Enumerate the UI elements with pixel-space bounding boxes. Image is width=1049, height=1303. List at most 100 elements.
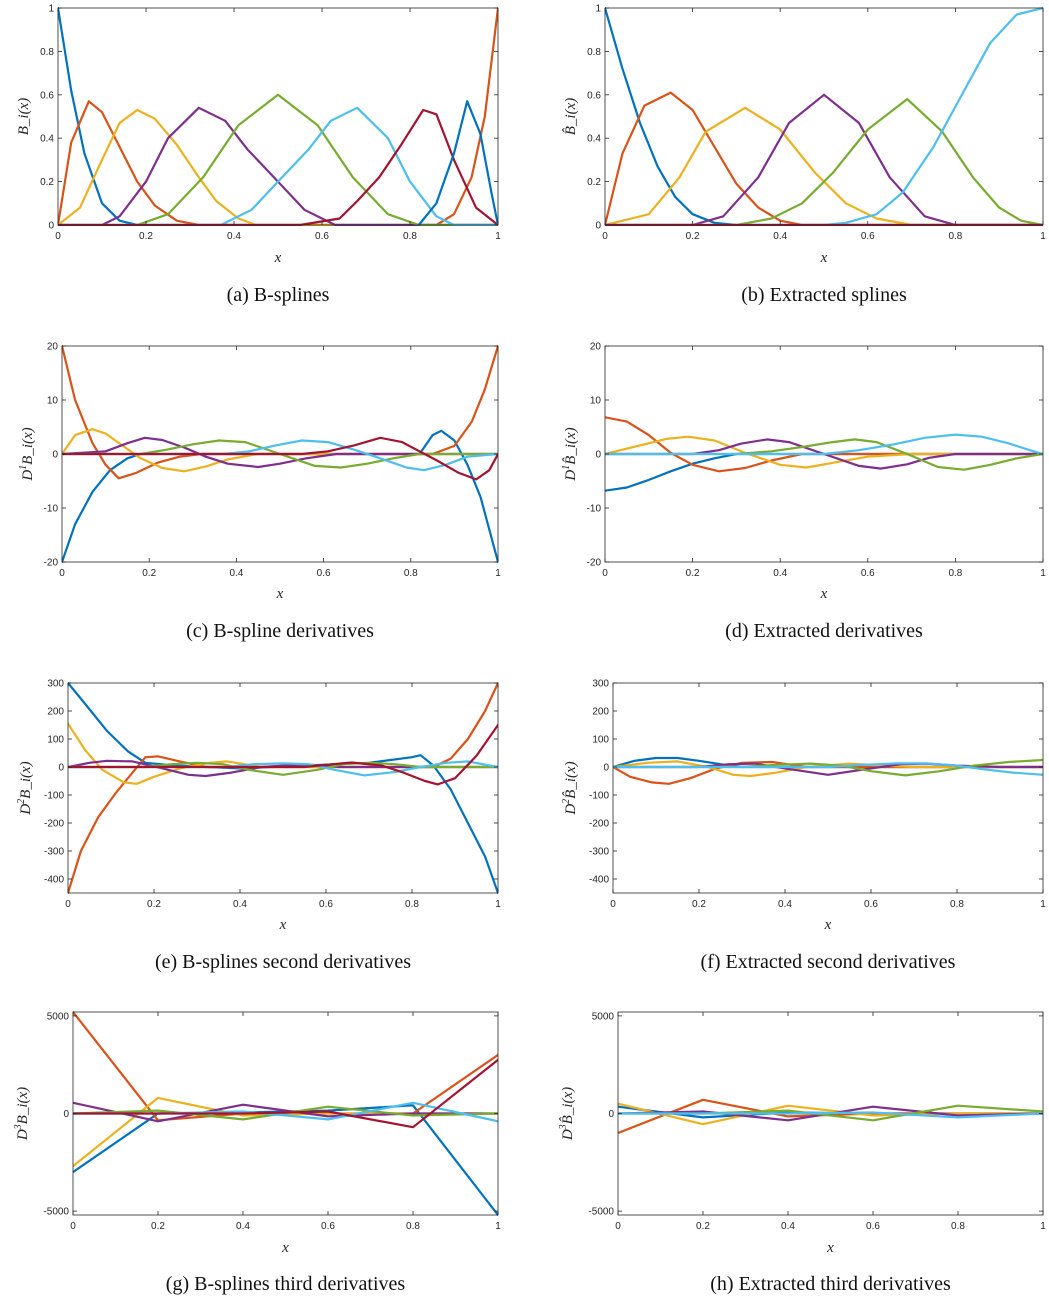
plot-frame [67,682,499,894]
series-line-1 [68,682,498,894]
x-tick-label: 0.6 [317,568,331,579]
series-line-3 [68,722,498,785]
y-tick-label: -100 [589,791,609,802]
panel-caption: (b) Extracted splines [741,284,907,306]
y-tick-label: -10 [587,504,602,515]
x-tick-label: 0 [65,899,71,910]
y-tick-label: -10 [44,504,59,515]
series-line-2 [62,345,498,480]
y-tick-label: -400 [589,875,609,886]
y-tick-label: 100 [47,735,64,746]
series-line-5 [605,438,1043,471]
x-tick-label: 0.6 [315,231,329,242]
panel-caption: (a) B-splines [227,284,330,306]
y-tick-label: 10 [590,396,602,407]
x-tick-label: 0.6 [861,568,875,579]
y-tick-label: 0 [58,763,64,774]
x-tick-label: 0 [610,899,616,910]
chart-panel-b: 0 0.2 0.4 0.6 0.8 1 0 0.2 0.4 0.6 0.8 1 x B̂_i(x) (b) … [563,4,1047,307]
x-tick-label: 0 [615,1221,621,1232]
y-tick-label: 10 [47,396,59,407]
x-tick-label: 0.8 [950,899,964,910]
y-tick-label: 0.6 [40,90,54,101]
series-line-7 [73,1058,498,1129]
x-tick-label: 0.6 [864,899,878,910]
series-line-1 [73,1104,498,1216]
x-tick-label: 0.8 [404,568,418,579]
x-tick-label: 1 [495,568,501,579]
series-line-2 [605,91,1043,226]
series-line-1 [605,7,1043,226]
y-tick-label: -20 [44,558,59,569]
y-tick-label: 0 [48,221,54,232]
y-tick-label: -300 [44,847,64,858]
series-line-6 [68,760,498,777]
x-tick-label: 0.2 [692,899,706,910]
x-axis-label: x [274,250,282,266]
y-tick-label: 5000 [47,1011,70,1022]
series-group [613,756,1043,785]
y-tick-label: 300 [47,679,64,690]
x-tick-label: 0.6 [321,1221,335,1232]
y-tick-label: -400 [44,875,64,886]
plot-frame [612,682,1044,894]
y-tick-label: 0 [63,1109,69,1120]
series-line-3 [618,1102,1043,1126]
series-line-1 [605,452,1043,492]
series-line-3 [605,106,1043,226]
series-line-7 [62,436,498,481]
x-tick-label: 0.4 [229,568,243,579]
y-axis-label: D1B_i(x) [18,427,36,481]
series-group [605,7,1043,226]
y-tick-label: 0 [52,450,58,461]
series-group [605,416,1043,492]
series-line-7 [58,108,498,226]
chart-panel-c: 0 0.2 0.4 0.6 0.8 1 -20 -10 0 10 20 x D1B_i(x) (c) B-… [18,342,501,643]
series-line-4 [62,436,498,469]
x-axis-label: x [276,586,284,602]
y-tick-label: 0 [595,450,601,461]
series-line-5 [68,761,498,776]
y-tick-label: 0.6 [587,90,601,101]
panel-caption: (e) B-splines second derivatives [155,951,411,973]
series-line-7 [68,723,498,786]
series-line-5 [58,93,498,226]
y-tick-label: 0.8 [587,47,601,58]
series-line-6 [618,1111,1043,1119]
series-line-2 [73,1011,498,1122]
y-tick-label: -20 [587,558,602,569]
y-axis-label: D2B_i(x) [16,761,34,815]
x-tick-label: 0.6 [866,1221,880,1232]
x-tick-label: 1 [495,899,501,910]
series-group [68,682,498,894]
panel-caption: (d) Extracted derivatives [725,620,923,642]
x-tick-label: 0 [602,568,608,579]
y-tick-label: 0 [608,1109,614,1120]
y-tick-label: 1 [48,4,54,15]
series-group [62,345,498,563]
y-tick-label: 0.2 [40,177,54,188]
y-tick-label: 200 [47,707,64,718]
x-axis-label: x [281,1240,289,1256]
series-line-2 [68,682,498,894]
y-tick-label: 300 [592,679,609,690]
series-line-4 [73,1101,498,1123]
y-tick-label: 20 [590,342,602,353]
x-axis-label: x [826,1240,834,1256]
y-tick-label: 200 [592,707,609,718]
x-tick-label: 0.6 [861,231,875,242]
series-group [58,7,498,226]
y-tick-label: -200 [44,819,64,830]
series-line-6 [62,439,498,472]
x-tick-label: 0.8 [951,1221,965,1232]
series-line-2 [605,416,1043,473]
x-tick-label: 0 [602,231,608,242]
series-line-6 [605,7,1043,226]
series-line-4 [58,106,498,226]
x-tick-label: 0.2 [147,899,161,910]
series-line-3 [605,435,1043,469]
x-tick-label: 0 [70,1221,76,1232]
y-axis-label: B̂_i(x) [563,98,579,135]
